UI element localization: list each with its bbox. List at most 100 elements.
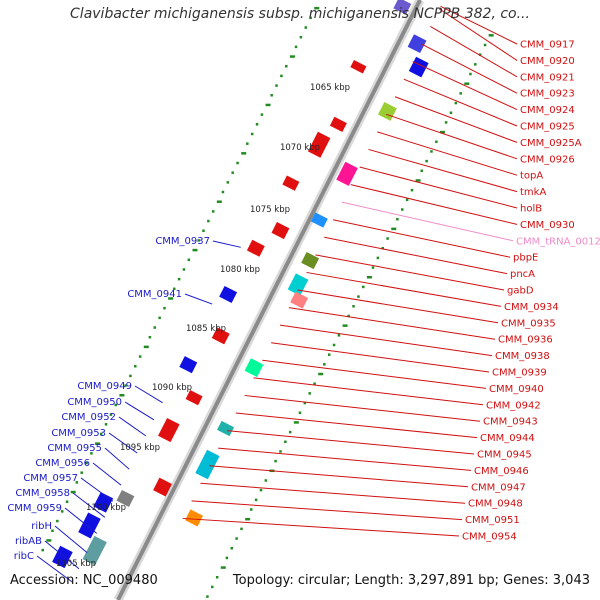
tick-mark xyxy=(279,450,282,453)
right-label: CMM_0946 xyxy=(474,466,529,477)
right-label: topA xyxy=(520,171,543,182)
tick-mark xyxy=(158,316,161,320)
tick-mark xyxy=(249,508,253,511)
leader-line xyxy=(332,219,511,258)
leader-line xyxy=(235,412,478,439)
tick-mark xyxy=(430,150,433,153)
tick-mark xyxy=(95,442,101,445)
scale-label: 1095 kbp xyxy=(120,443,160,453)
leader-line xyxy=(134,385,163,404)
tick-mark xyxy=(143,345,149,349)
tick-mark xyxy=(420,169,423,173)
gene-block xyxy=(336,161,358,186)
leader-line xyxy=(359,166,518,209)
tick-mark xyxy=(235,537,238,540)
tick-mark xyxy=(138,355,142,358)
tick-mark xyxy=(323,363,326,366)
left-label: CMM_0955 xyxy=(47,443,102,454)
tick-mark xyxy=(241,152,247,155)
tick-mark xyxy=(245,517,251,521)
tick-mark xyxy=(284,440,287,444)
tick-mark xyxy=(192,248,198,252)
tick-mark xyxy=(65,500,69,503)
scale-label: 1080 kbp xyxy=(220,265,260,275)
leader-line xyxy=(182,517,460,537)
right-label: tmkA xyxy=(520,187,546,198)
tick-mark xyxy=(288,430,292,434)
tick-mark xyxy=(104,423,108,426)
tick-mark xyxy=(207,219,210,223)
gene-block xyxy=(52,545,73,569)
leader-line xyxy=(368,148,518,193)
right-label: CMM_0925 xyxy=(520,122,575,133)
right-label: holB xyxy=(520,204,542,215)
tick-mark xyxy=(464,82,470,85)
tick-mark xyxy=(474,63,477,66)
tick-mark xyxy=(99,432,103,436)
tick-mark xyxy=(415,179,421,182)
backbone-group xyxy=(113,0,425,600)
tick-mark xyxy=(177,277,181,281)
tick-mark xyxy=(304,26,308,29)
leader-line xyxy=(315,254,505,291)
tick-mark xyxy=(230,546,234,550)
right-label: CMM_0920 xyxy=(520,56,575,67)
leader-line xyxy=(421,43,518,94)
tick-mark xyxy=(293,421,299,424)
gene-block xyxy=(185,509,203,527)
tick-mark xyxy=(366,276,372,279)
leader-line xyxy=(209,465,469,488)
leader-line xyxy=(262,359,487,389)
tick-mark xyxy=(255,123,259,126)
feature-blocks xyxy=(52,0,429,569)
tick-mark xyxy=(225,556,229,560)
right-label: pncA xyxy=(510,269,535,280)
leader-line xyxy=(226,430,475,455)
tick-mark xyxy=(483,43,487,47)
leader-line xyxy=(200,482,466,504)
tick-mark xyxy=(114,403,118,407)
tick-mark xyxy=(342,324,348,327)
tick-mark xyxy=(449,111,453,114)
tick-mark xyxy=(153,326,157,329)
tick-mark xyxy=(381,246,385,250)
right-label: CMM_0923 xyxy=(520,89,575,100)
leader-line xyxy=(44,540,80,570)
left-label: CMM_0937 xyxy=(155,236,210,247)
left-label: CMM_0941 xyxy=(127,289,182,300)
right-label: CMM_0935 xyxy=(501,318,556,329)
gene-block xyxy=(378,102,397,121)
tick-mark xyxy=(396,217,399,221)
leader-line xyxy=(385,113,518,160)
tick-mark xyxy=(168,297,174,300)
leader-line xyxy=(324,236,508,275)
tick-mark xyxy=(60,510,64,513)
map-title: Clavibacter michiganensis subsp. michiga… xyxy=(70,6,530,22)
gene-block xyxy=(153,477,172,497)
tick-mark xyxy=(264,479,268,482)
accession-text: Accession: NC_009480 xyxy=(10,573,158,588)
leader-line xyxy=(104,447,130,470)
gene-block xyxy=(271,222,290,240)
leader-line xyxy=(279,324,493,357)
tick-mark xyxy=(488,34,494,37)
left-label: ribH xyxy=(31,521,52,532)
tick-mark xyxy=(260,113,264,116)
tick-mark xyxy=(124,384,127,387)
left-label: CMM_0959 xyxy=(7,503,62,514)
leader-line xyxy=(118,416,147,437)
gene-block xyxy=(282,175,300,191)
tick-mark xyxy=(332,343,336,347)
leader-line xyxy=(350,184,518,225)
gene-block xyxy=(290,291,309,309)
gene-block xyxy=(219,285,238,303)
leader-line xyxy=(288,307,496,340)
gene-block xyxy=(350,60,367,74)
right-label: CMM_0917 xyxy=(520,40,575,51)
tick-mark xyxy=(56,519,59,523)
left-label: CMM_0956 xyxy=(35,458,90,469)
tick-mark xyxy=(313,382,316,385)
right-label: CMM_0951 xyxy=(465,515,520,526)
gene-block xyxy=(246,239,265,257)
right-label: gabD xyxy=(507,286,534,297)
